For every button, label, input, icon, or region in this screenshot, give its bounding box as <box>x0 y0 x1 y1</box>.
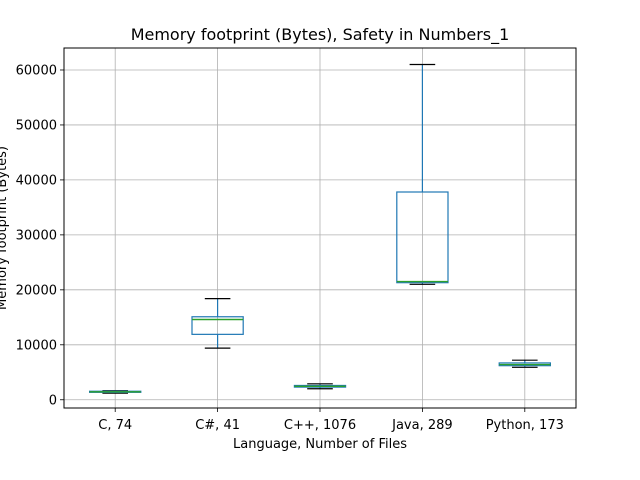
y-tick-label: 30000 <box>16 228 57 243</box>
box-group <box>498 359 552 368</box>
box-group <box>396 63 449 285</box>
y-axis-label: Memory footprint (Bytes) <box>0 146 10 310</box>
box-group <box>88 390 142 394</box>
box-iqr <box>396 191 449 284</box>
x-tick-label: Python, 173 <box>486 418 564 433</box>
box-layer <box>88 63 552 394</box>
y-tick-label: 10000 <box>16 338 57 353</box>
y-tick-label: 20000 <box>16 283 57 298</box>
y-tick-label: 50000 <box>16 118 57 133</box>
x-tick-label: C++, 1076 <box>284 418 356 433</box>
chart-title: Memory footprint (Bytes), Safety in Numb… <box>131 25 510 45</box>
grid-layer <box>64 48 576 408</box>
y-tick-label: 0 <box>49 393 57 408</box>
x-axis-label: Language, Number of Files <box>233 437 407 452</box>
tick-layer: 0 10000 20000 30000 40000 50000 60000 C, 74 C#, … <box>16 63 564 433</box>
box-iqr <box>191 316 244 335</box>
box-group <box>293 383 347 390</box>
x-tick-label: Java, 289 <box>391 418 453 433</box>
y-tick-label: 40000 <box>16 173 57 188</box>
y-tick-label: 60000 <box>16 63 57 78</box>
box-group <box>191 298 244 349</box>
x-tick-label: C, 74 <box>98 418 132 433</box>
x-tick-label: C#, 41 <box>195 418 240 433</box>
